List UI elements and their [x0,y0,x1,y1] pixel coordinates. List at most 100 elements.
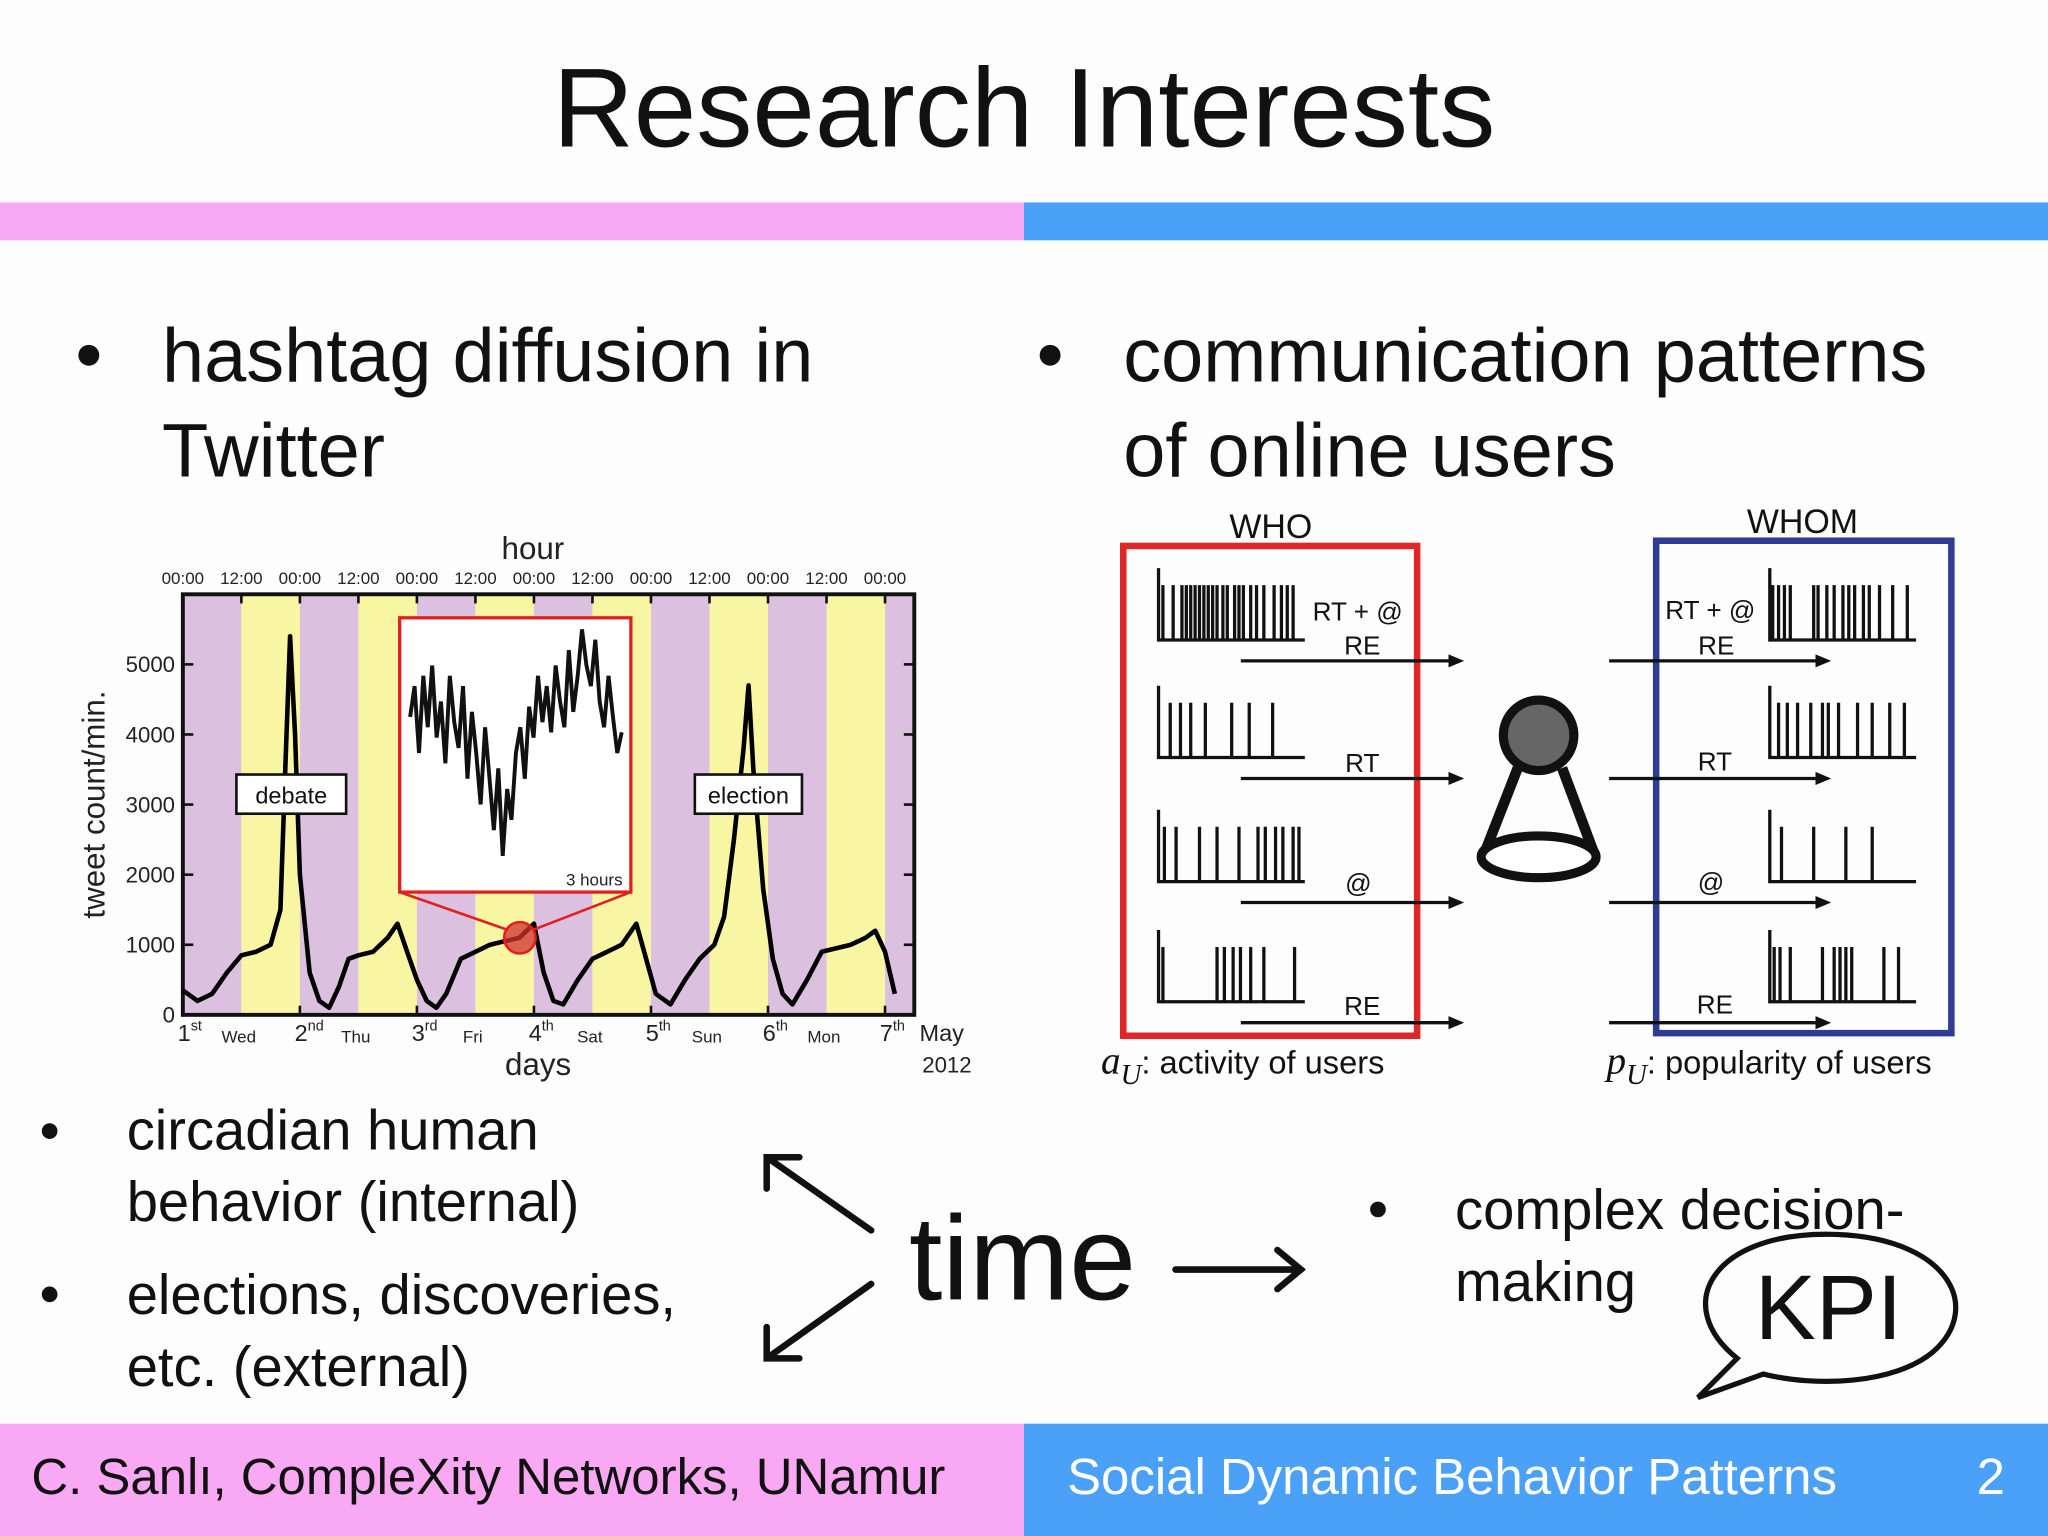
annotation: election [708,782,789,808]
bullet-text: hashtag diffusion in [162,313,813,398]
day-tick-label: 1st [178,1019,202,1046]
weekday-label: Sun [692,1027,722,1046]
top-bar-blue [1024,202,2048,241]
day-tick-label: 3rd [412,1019,438,1046]
arrow-head [1448,1016,1465,1030]
bullet [1039,344,1061,366]
hour-tick-label: 00:00 [747,569,789,588]
hour-tick-label: 12:00 [571,569,613,588]
point-text: complex decision- [1455,1178,1904,1241]
person-head [1498,695,1579,776]
day-tick-label: 5th [646,1019,671,1046]
whom-channel: RE [1697,990,1733,1020]
spike-train [1156,809,1305,884]
inset-label: 3 hours [566,871,623,890]
hour-tick-label: 00:00 [513,569,555,588]
hour-tick-label: 00:00 [162,569,204,588]
page-number: 2 [1977,1448,2005,1505]
time-label: time [909,1192,1136,1326]
point-text: circadian human [127,1098,539,1161]
day-number: 4 [529,1020,542,1046]
caption-sub: U [1626,1059,1649,1091]
whom-channel: @ [1698,867,1725,897]
caption-text: : activity of users [1141,1044,1384,1081]
weekday-label: Fri [463,1027,483,1046]
day-tick-label: 7th [880,1019,905,1046]
whom-channel: RT [1698,747,1732,777]
bullet [41,1123,58,1139]
arrow-head [1815,771,1832,785]
caption-symbol: p [1604,1040,1627,1083]
weekday-label: Wed [221,1027,256,1046]
whom-label: WHOM [1747,503,1858,541]
y-tick-label: 3000 [126,792,175,817]
bullet [41,1286,58,1303]
hour-tick-label: 12:00 [454,569,496,588]
month-label: May [920,1020,965,1046]
y-tick-label: 4000 [126,722,175,747]
who-channel: RT [1345,748,1379,778]
caption-sub: U [1121,1059,1144,1091]
person-body [1557,766,1599,854]
weekday-label: Mon [807,1027,840,1046]
y-tick-label: 2000 [126,863,175,888]
arrow-head [1274,1246,1306,1293]
spike-train [1156,685,1305,760]
spike-train [1768,685,1917,760]
whom-channel: RT + @ [1665,595,1755,625]
band [826,594,886,1015]
point-text: etc. (external) [127,1335,470,1398]
top-bar-pink [0,202,1024,241]
arrow [763,1153,875,1234]
hour-tick-label: 12:00 [220,569,262,588]
hour-tick-label: 12:00 [688,569,730,588]
spike-train [1768,568,1917,642]
footer-talk: Social Dynamic Behavior Patterns [1067,1448,1837,1505]
x-axis-label: days [505,1047,571,1082]
arrow-head [1815,1016,1832,1030]
day-tick-label: 6th [763,1019,788,1046]
person-body [1480,766,1523,854]
who-label: WHO [1229,508,1312,546]
title: Research Interests [553,44,1496,170]
year-label: 2012 [922,1052,971,1077]
zoom-circle [502,920,537,955]
arrows [763,1153,1306,1362]
arrow-head [1448,896,1465,910]
speech-bubble [1696,1231,1959,1401]
day-number: 3 [412,1020,425,1046]
bullet-text: of online users [1123,409,1616,494]
caption: aU: activity of users [1101,1040,1384,1091]
tweet-chart: 0 1000 2000 3000 4000 5000 00:00 12:00 00:00 12:0… [76,531,971,1082]
hour-tick-label: 12:00 [805,569,847,588]
annotation-box [693,773,804,816]
hour-tick-label: 00:00 [396,569,438,588]
person-base [1476,831,1601,883]
zoom-line [399,890,509,932]
hour-tick-label: 00:00 [630,569,672,588]
day-suffix: th [776,1019,788,1035]
arrow-head [1448,771,1465,785]
whom-box [1652,537,1955,1037]
day-suffix: th [659,1019,671,1035]
inset-line [408,629,624,857]
spike-train [1156,929,1305,1004]
day-tick-label: 4th [529,1019,554,1046]
y-tick-label: 5000 [126,652,175,677]
kpi: KPI [1755,1257,1902,1359]
day-tick-label: 2nd [295,1019,324,1046]
caption-text: : popularity of users [1647,1044,1932,1081]
bullet-text: Twitter [162,409,385,494]
day-suffix: th [893,1019,905,1035]
annotation-box [235,773,348,816]
arrow-head [763,1323,803,1362]
y-axis-label: tweet count/min. [76,691,111,919]
day-number: 5 [646,1020,659,1046]
who-box [1120,542,1421,1040]
weekday-label: Thu [341,1027,370,1046]
weekday-label: Sat [577,1027,603,1046]
who-channel: @ [1345,868,1372,898]
footer-pink [0,1423,1024,1536]
